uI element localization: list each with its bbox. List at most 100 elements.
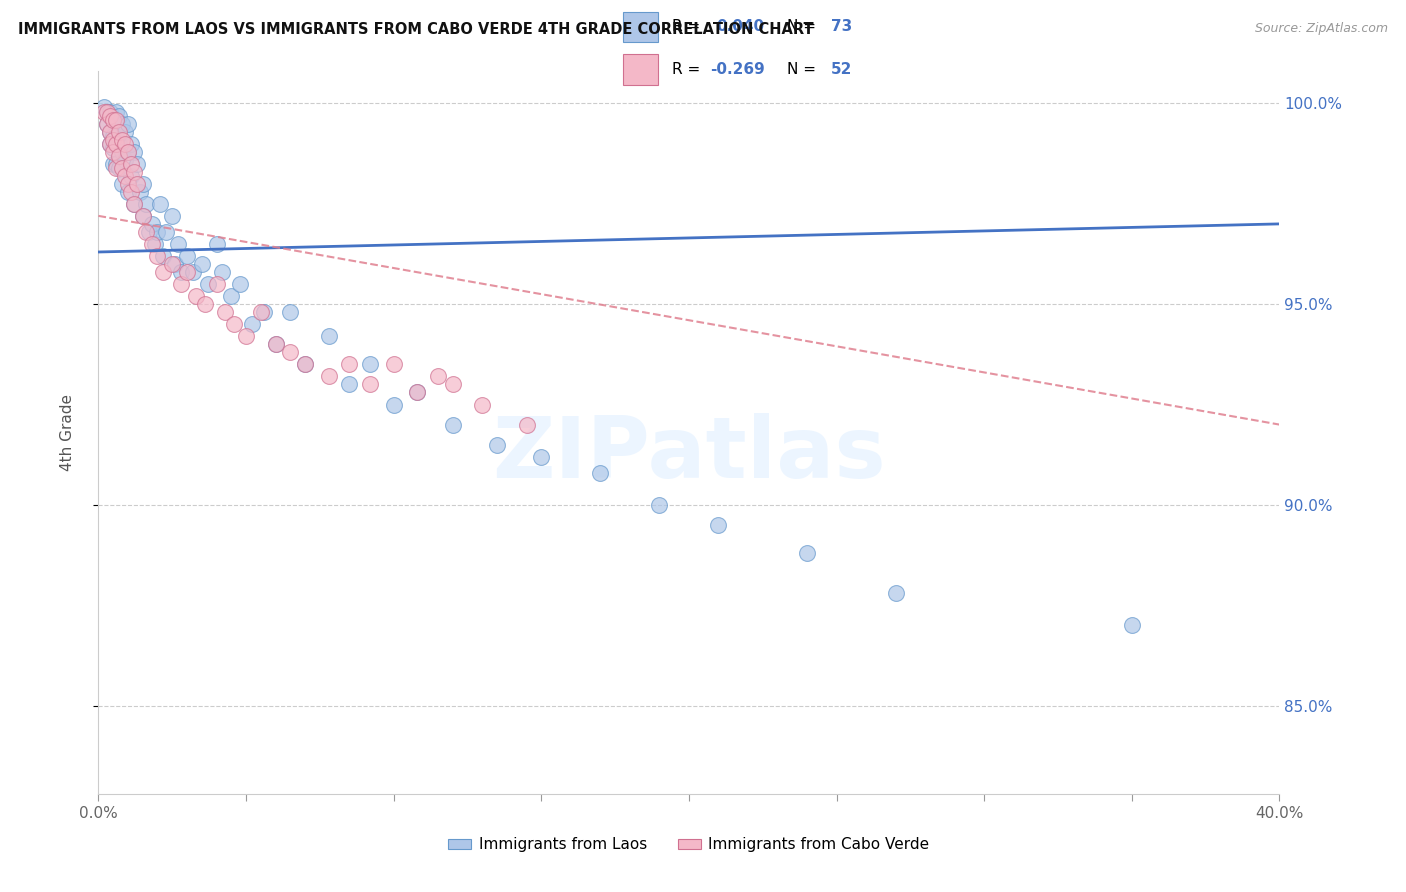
Point — [120, 169, 142, 183]
Point — [162, 209, 183, 223]
Point — [184, 289, 207, 303]
Point — [108, 136, 131, 151]
Text: N =: N = — [787, 20, 821, 34]
Point — [117, 177, 139, 191]
Point — [170, 277, 193, 292]
Point — [135, 225, 157, 239]
Point — [1121, 618, 1143, 632]
Point — [318, 329, 340, 343]
Point — [516, 417, 538, 432]
Point — [648, 498, 671, 512]
Point — [98, 104, 121, 119]
Point — [93, 101, 115, 115]
Point — [264, 337, 287, 351]
Point — [120, 157, 142, 171]
Point — [103, 112, 125, 127]
FancyBboxPatch shape — [623, 12, 658, 42]
Point — [176, 249, 198, 263]
Point — [108, 149, 131, 163]
Point — [122, 197, 145, 211]
Point — [128, 185, 150, 199]
Point — [235, 329, 257, 343]
Point — [211, 265, 233, 279]
Point — [176, 265, 198, 279]
Point — [170, 265, 193, 279]
Point — [103, 133, 125, 147]
Point — [122, 197, 145, 211]
Point — [167, 237, 190, 252]
Point — [162, 257, 183, 271]
Text: IMMIGRANTS FROM LAOS VS IMMIGRANTS FROM CABO VERDE 4TH GRADE CORRELATION CHART: IMMIGRANTS FROM LAOS VS IMMIGRANTS FROM … — [18, 22, 814, 37]
Point — [146, 249, 169, 263]
Point — [125, 177, 148, 191]
Point — [120, 136, 142, 151]
Text: ZIPatlas: ZIPatlas — [492, 413, 886, 496]
Point — [152, 249, 174, 263]
Point — [114, 153, 136, 167]
Point — [264, 337, 287, 351]
Point — [96, 117, 118, 131]
Point — [191, 257, 214, 271]
Point — [117, 145, 139, 159]
Point — [194, 297, 217, 311]
Point — [707, 517, 730, 532]
Point — [132, 177, 155, 191]
Point — [103, 145, 125, 159]
Point — [359, 377, 381, 392]
Point — [221, 289, 243, 303]
Point — [146, 225, 169, 239]
Text: Source: ZipAtlas.com: Source: ZipAtlas.com — [1254, 22, 1388, 36]
Point — [98, 125, 121, 139]
Point — [108, 125, 131, 139]
Point — [240, 318, 263, 332]
Point — [105, 128, 128, 143]
Point — [382, 358, 405, 372]
Point — [229, 277, 252, 292]
Point — [114, 125, 136, 139]
Point — [205, 277, 228, 292]
Point — [117, 185, 139, 199]
Point — [382, 397, 405, 411]
Text: R =: R = — [672, 20, 704, 34]
Point — [98, 136, 121, 151]
Text: R =: R = — [672, 62, 704, 77]
Point — [108, 109, 131, 123]
Point — [339, 377, 361, 392]
Point — [280, 305, 302, 319]
Point — [214, 305, 236, 319]
Point — [103, 141, 125, 155]
Point — [250, 305, 273, 319]
Point — [197, 277, 219, 292]
Text: 52: 52 — [831, 62, 852, 77]
Point — [93, 104, 115, 119]
Point — [96, 104, 118, 119]
Point — [105, 112, 128, 127]
Point — [339, 358, 361, 372]
Point — [441, 377, 464, 392]
Point — [165, 257, 187, 271]
Point — [530, 450, 553, 464]
Point — [155, 225, 177, 239]
Point — [427, 369, 450, 384]
Point — [111, 117, 134, 131]
Point — [114, 136, 136, 151]
Point — [111, 161, 134, 175]
Point — [105, 161, 128, 175]
Point — [318, 369, 340, 384]
Point — [406, 385, 429, 400]
Point — [132, 209, 155, 223]
Point — [406, 385, 429, 400]
Point — [152, 265, 174, 279]
Point — [138, 225, 160, 239]
Point — [105, 104, 128, 119]
Point — [471, 397, 494, 411]
Point — [441, 417, 464, 432]
Point — [359, 358, 381, 372]
Text: 0.040: 0.040 — [716, 20, 763, 34]
Point — [205, 237, 228, 252]
Point — [486, 437, 509, 451]
FancyBboxPatch shape — [623, 54, 658, 85]
Point — [143, 237, 166, 252]
Point — [125, 157, 148, 171]
Point — [105, 136, 128, 151]
